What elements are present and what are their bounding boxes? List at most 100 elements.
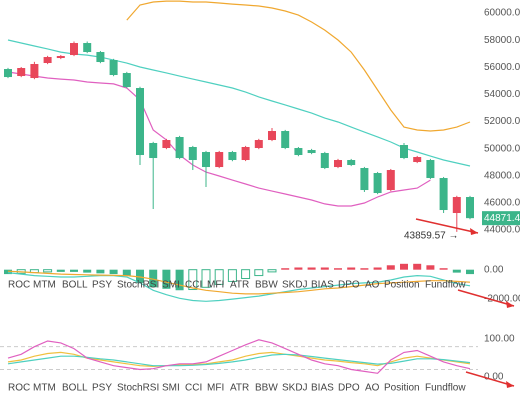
indicator-tab[interactable]: StochRSI [117,383,159,394]
macd-bar [227,269,237,282]
candle-body [426,160,435,179]
candle-body [96,52,105,63]
indicator-line [7,339,471,374]
macd-bar [466,269,474,275]
indicator-tab[interactable]: SKDJ [282,280,308,291]
candle-body [466,197,474,219]
indicator-tab[interactable]: SKDJ [282,383,308,394]
annotation-arrows [415,218,515,388]
indicator-line [7,272,471,302]
macd-bar [188,269,198,291]
y-tick-label: 54000.00 [484,89,520,100]
indicator-tab[interactable]: ROC [8,383,30,394]
candle-body [413,157,422,163]
candle-body [334,160,342,168]
candle-body [228,152,237,161]
candle-body [347,160,356,166]
macd-bar [426,265,435,270]
macd-bar [83,269,92,273]
indicator-tab[interactable]: Fundflow [425,280,466,291]
indicator-tab[interactable]: MTM [33,383,56,394]
indicator-tab[interactable]: MFI [207,280,224,291]
candle-body [162,140,171,149]
candle-body [122,73,131,88]
y-tick-label: -2000.00 [484,294,520,305]
low-marker-label: 43859.57 → [404,231,459,242]
indicator-tab[interactable]: ATR [230,383,249,394]
macd-bar [400,263,408,270]
y-tick-label: 56000.00 [484,62,520,73]
macd-bar [241,269,251,279]
macd-bar [360,268,369,270]
indicator-line [126,0,471,132]
indicator-tab[interactable]: BBW [255,280,278,291]
candle-body [307,150,316,154]
y-tick-label: 100.00 [484,334,515,345]
indicator-tab[interactable]: StochRSI [117,280,159,291]
macd-bar [320,267,329,270]
indicator-tab[interactable]: BIAS [311,280,334,291]
candle-body [202,152,210,168]
indicator-tab[interactable]: CCI [185,383,202,394]
macd-bar [294,267,303,270]
candle-body [254,140,263,149]
indicator-tab[interactable]: BOLL [62,280,88,291]
indicator-tab[interactable]: DPO [338,383,360,394]
indicator-tab[interactable]: SMI [162,383,180,394]
macd-bar [254,269,264,277]
indicator-line [7,71,431,207]
candle-body [215,152,224,168]
candle-body [320,153,329,169]
y-tick-label: 0.00 [484,264,504,275]
macd-bar [214,269,224,285]
indicator-tab[interactable]: MFI [207,383,224,394]
y-tick-label: 44000.00 [484,225,520,236]
y-tick-label: 0.00 [484,372,504,383]
indicator-tab[interactable]: PSY [92,383,112,394]
indicator-tab[interactable]: Position [384,383,420,394]
red-arrow [457,289,515,307]
macd-bar [413,263,422,270]
macd-bar [149,269,158,288]
indicator-tab[interactable]: ATR [230,280,249,291]
candle-body [188,146,197,161]
indicator-tab[interactable]: BBW [255,383,278,394]
candle-body [175,137,184,159]
candle-body [241,146,250,161]
indicator-tab[interactable]: CCI [185,280,202,291]
candle-body [452,197,461,214]
indicator-line [7,353,471,367]
macd-bar [281,268,290,270]
macd-bar [307,267,316,270]
indicator-tab[interactable]: SMI [162,280,180,291]
indicator-tab[interactable]: AO [365,280,380,291]
candle-body [83,43,92,53]
indicator-tab[interactable]: DPO [338,280,360,291]
macd-bar [162,269,171,289]
candle-body [281,131,290,149]
indicator-tab[interactable]: Fundflow [425,383,466,394]
macd-bar [43,269,53,273]
indicator-tab[interactable]: ROC [8,280,30,291]
indicator-tab[interactable]: Position [384,280,420,291]
indicator-tab[interactable]: MTM [33,280,56,291]
indicator-line [7,270,471,295]
indicator-tab[interactable]: PSY [92,280,112,291]
indicator-tab[interactable]: BIAS [311,383,334,394]
indicator-tab[interactable]: BOLL [62,383,88,394]
indicator-tab[interactable]: AO [365,383,380,394]
macd-bar [386,265,395,270]
candle-body [268,131,276,141]
macd-bar [96,269,105,274]
macd-bar [109,269,118,275]
macd-bar [452,269,461,273]
candle-body [4,69,12,78]
candle-body [373,173,382,194]
candle-body [294,148,303,156]
candle-body [56,56,65,59]
indicator-line [7,39,471,167]
red-arrow-head [506,381,514,388]
macd-bar [56,269,65,272]
macd-bar [4,269,12,275]
